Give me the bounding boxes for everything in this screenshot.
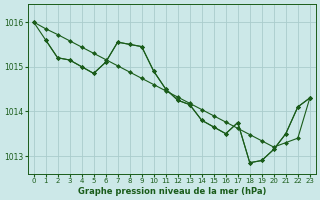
X-axis label: Graphe pression niveau de la mer (hPa): Graphe pression niveau de la mer (hPa): [77, 187, 266, 196]
